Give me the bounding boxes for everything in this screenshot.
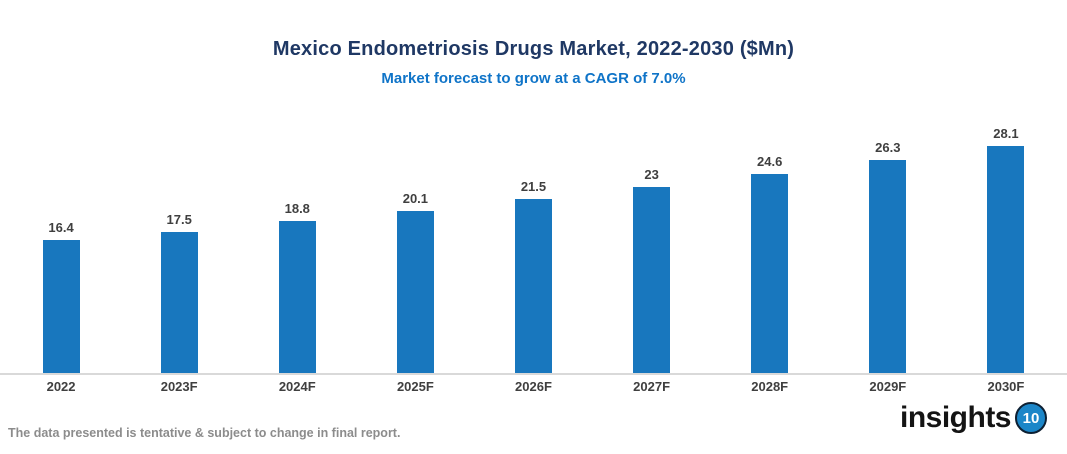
chart-title: Mexico Endometriosis Drugs Market, 2022-… [272,38,795,60]
logo-badge-10: 10 [1015,402,1047,434]
bar-value-label: 21.5 [520,179,547,194]
bar-value-label: 28.1 [993,126,1019,141]
bar [42,240,80,373]
x-axis-label: 2022 [46,379,76,394]
x-axis-label: 2029F [869,379,907,394]
x-axis-label: 2024F [278,379,316,394]
bar [869,160,907,373]
bar-column: 16.4 [2,220,120,373]
x-axis-label: 2030F [987,379,1025,394]
bar-column: 26.3 [829,140,947,373]
x-axis-label: 2025F [396,379,434,394]
bar-column: 18.8 [238,201,356,373]
bar-column: 23 [593,167,711,373]
x-axis-line [0,373,1067,375]
bar [751,174,789,373]
insights10-logo: insights 10 [900,402,1047,434]
bar-column: 20.1 [356,191,474,373]
x-axis-label: 2023F [160,379,198,394]
x-axis-label: 2027F [633,379,671,394]
bar-value-label: 20.1 [402,191,429,206]
bar-plot-area: 16.4 17.5 18.8 20.1 21.5 23 24.6 26.3 28.1 [2,115,1065,373]
x-axis-label: 2028F [751,379,789,394]
bar-value-label: 17.5 [166,212,192,227]
bar [514,199,552,373]
bar [396,211,434,373]
bar [987,146,1025,373]
bar-value-label: 16.4 [48,220,74,235]
bar-value-label: 26.3 [875,140,901,155]
bar [160,232,198,373]
bar-column: 28.1 [947,126,1065,373]
bar-column: 21.5 [474,179,592,373]
bar [278,221,316,373]
bar-column: 24.6 [711,154,829,373]
bar-value-label: 24.6 [757,154,783,169]
logo-wordmark: insights [899,401,1012,434]
x-axis-label: 2026F [515,379,552,394]
chart-subtitle: Market forecast to grow at a CAGR of 7.0… [381,70,686,87]
footer-disclaimer: The data presented is tentative & subjec… [8,426,401,440]
x-axis-labels: 2022 2023F 2024F 2025F 2026F 2027F 2028F 2029F 2… [2,379,1065,394]
bar [633,187,671,373]
bar-value-label: 18.8 [284,201,310,216]
bar-value-label: 23 [644,167,659,182]
bar-column: 17.5 [120,212,238,373]
